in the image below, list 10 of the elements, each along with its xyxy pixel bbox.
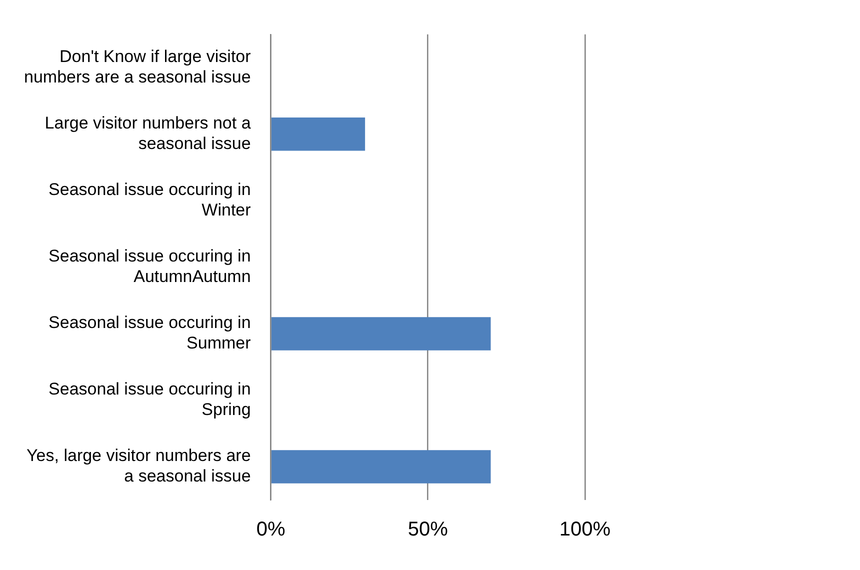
y-tick-label: Large visitor numbers not a seasonal issue (44, 114, 252, 154)
x-tick-label: 0% (256, 518, 286, 541)
y-tick-label: Don't Know if large visitor numbers are a seasonal issue (24, 47, 252, 87)
y-tick-label: Seasonal issue occuring in Spring (48, 380, 251, 420)
y-tick-label: Seasonal issue occuring in Winter (48, 180, 252, 220)
y-tick-label: Seasonal issue occuring in Summer (48, 313, 252, 353)
x-tick-label: 50% (408, 518, 448, 541)
y-tick-label: Yes, large visitor numbers are a seasonal issue (26, 446, 251, 486)
x-tick-label: 100% (559, 518, 611, 541)
y-tick-label: Seasonal issue occuring in AutumnAutumn (48, 246, 251, 286)
